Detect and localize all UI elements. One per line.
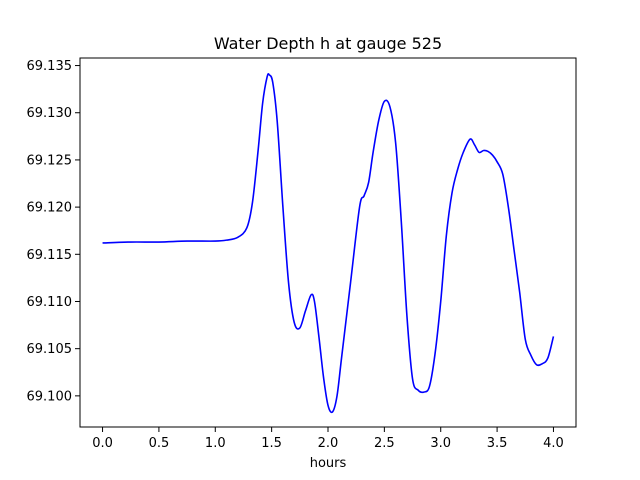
y-tick-label: 69.100 xyxy=(27,389,73,404)
x-tick-label: 1.0 xyxy=(205,436,226,451)
x-tick-label: 0.5 xyxy=(149,436,170,451)
x-tick-label: 3.5 xyxy=(487,436,508,451)
x-tick-label: 2.0 xyxy=(318,436,339,451)
x-axis-label: hours xyxy=(310,456,347,471)
plot-layer xyxy=(102,73,555,414)
x-axis: 0.0 0.5 1.0 1.5 2.0 2.5 3.0 3.5 4.0 xyxy=(92,427,564,451)
y-axis: 69.100 69.105 69.110 69.115 69.120 69.125 69.1… xyxy=(27,59,80,404)
y-tick-label: 69.130 xyxy=(27,106,73,121)
y-tick-label: 69.105 xyxy=(27,342,73,357)
x-tick-label: 0.0 xyxy=(92,436,113,451)
y-tick-label: 69.110 xyxy=(27,295,73,310)
x-tick-label: 3.0 xyxy=(430,436,451,451)
y-tick-label: 69.115 xyxy=(27,248,73,263)
chart-title: Water Depth h at gauge 525 xyxy=(214,34,442,53)
y-tick-label: 69.135 xyxy=(27,59,73,74)
y-tick-label: 69.125 xyxy=(27,153,73,168)
y-tick-label: 69.120 xyxy=(27,201,73,216)
x-tick-label: 2.5 xyxy=(374,436,395,451)
series-line-0 xyxy=(102,73,555,414)
x-tick-label: 1.5 xyxy=(261,436,282,451)
x-tick-label: 4.0 xyxy=(543,436,564,451)
